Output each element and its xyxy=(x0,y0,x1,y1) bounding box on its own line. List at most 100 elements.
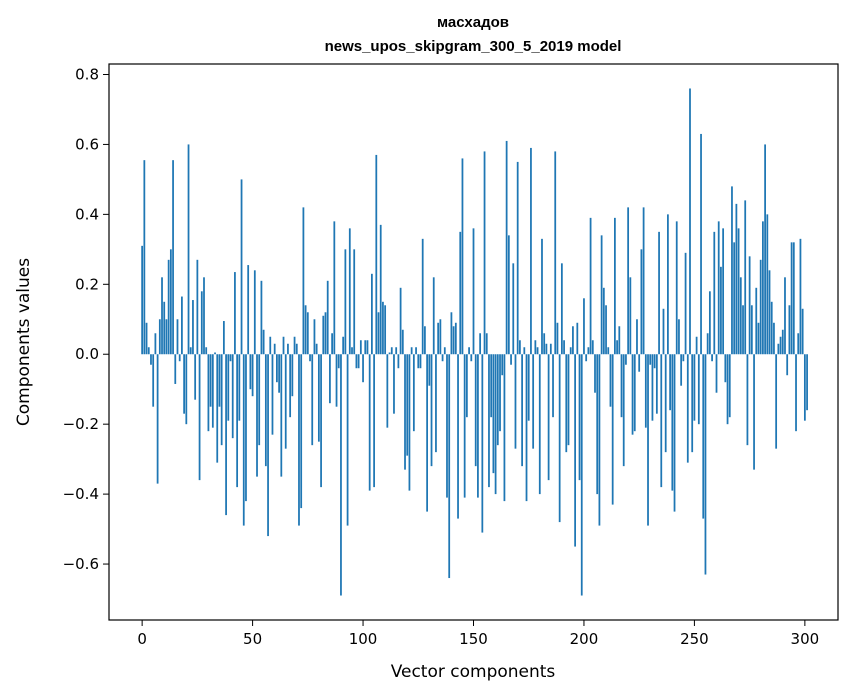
bar-234 xyxy=(658,231,660,355)
bar-10 xyxy=(163,301,166,355)
bar-176 xyxy=(530,147,532,355)
bar-78 xyxy=(313,319,316,355)
bar-102 xyxy=(366,340,369,355)
bar-175 xyxy=(527,354,530,421)
bar-146 xyxy=(463,354,466,498)
bar-138 xyxy=(446,354,448,498)
bar-235 xyxy=(660,354,663,488)
bar-35 xyxy=(218,354,221,407)
bar-26 xyxy=(198,354,201,481)
bar-210 xyxy=(605,305,607,355)
bar-13 xyxy=(169,249,172,355)
bar-148 xyxy=(468,347,470,355)
bar-117 xyxy=(399,287,402,355)
bar-23 xyxy=(192,300,194,355)
bar-136 xyxy=(441,354,444,362)
bar-189 xyxy=(558,354,561,523)
bar-247 xyxy=(686,354,689,463)
bar-180 xyxy=(538,354,541,495)
x-tick-label-5: 250 xyxy=(680,630,709,648)
bar-85 xyxy=(329,354,331,404)
bar-122 xyxy=(410,347,413,355)
bar-99 xyxy=(359,340,362,355)
bar-282 xyxy=(764,144,766,355)
bar-237 xyxy=(664,354,667,453)
bar-203 xyxy=(589,217,592,355)
bar-38 xyxy=(225,354,227,516)
bar-156 xyxy=(485,333,488,355)
bar-246 xyxy=(684,252,687,355)
bar-297 xyxy=(797,333,800,355)
bar-145 xyxy=(461,158,464,355)
bar-276 xyxy=(750,305,753,355)
bar-51 xyxy=(253,270,256,355)
bar-65 xyxy=(284,354,287,449)
bar-220 xyxy=(627,207,630,355)
bar-32 xyxy=(211,354,214,428)
bar-57 xyxy=(267,354,269,537)
x-tick-label-2: 100 xyxy=(349,630,378,648)
bar-280 xyxy=(759,259,762,355)
bar-42 xyxy=(234,272,236,355)
bar-103 xyxy=(368,354,371,491)
bar-167 xyxy=(510,354,512,365)
bar-72 xyxy=(300,354,303,509)
bar-0 xyxy=(141,245,144,355)
bar-54 xyxy=(260,280,263,355)
bar-299 xyxy=(801,308,804,355)
bar-63 xyxy=(280,354,283,477)
bar-61 xyxy=(276,354,278,383)
bar-231 xyxy=(651,354,654,421)
bar-17 xyxy=(178,354,181,362)
chart-title: масхадов xyxy=(437,14,509,31)
bar-204 xyxy=(591,340,594,355)
bar-83 xyxy=(324,312,327,355)
bar-59 xyxy=(271,354,274,435)
bar-233 xyxy=(655,354,658,414)
bar-154 xyxy=(481,354,484,533)
y-axis-ticks: −0.6 −0.4 −0.2 0.0 0.2 0.4 0.6 0.8 xyxy=(63,65,109,573)
bar-143 xyxy=(457,354,459,519)
bar-55 xyxy=(262,329,265,355)
bar-283 xyxy=(766,214,769,355)
bar-217 xyxy=(620,354,623,418)
bar-262 xyxy=(720,266,722,355)
bar-182 xyxy=(543,333,546,355)
bar-134 xyxy=(437,322,440,355)
bar-209 xyxy=(602,287,605,355)
bar-190 xyxy=(560,263,563,355)
bar-112 xyxy=(388,352,391,355)
bar-76 xyxy=(309,354,311,362)
bar-179 xyxy=(536,347,539,355)
bar-244 xyxy=(680,354,683,386)
bar-12 xyxy=(167,259,170,355)
bar-274 xyxy=(746,354,749,446)
bar-149 xyxy=(470,354,473,362)
bar-164 xyxy=(503,354,506,502)
bar-294 xyxy=(790,242,793,355)
bar-277 xyxy=(753,354,755,470)
bar-86 xyxy=(331,333,333,355)
bar-110 xyxy=(384,305,387,355)
bar-22 xyxy=(189,347,192,355)
bar-162 xyxy=(499,354,501,432)
bar-121 xyxy=(408,354,411,491)
bar-139 xyxy=(448,354,451,579)
plot-frame xyxy=(108,63,839,621)
bar-232 xyxy=(653,354,656,369)
bar-124 xyxy=(415,347,417,355)
bar-261 xyxy=(717,221,720,355)
bar-290 xyxy=(781,329,784,355)
bar-159 xyxy=(492,354,495,474)
bar-94 xyxy=(348,228,351,355)
bar-135 xyxy=(439,319,442,355)
bar-271 xyxy=(739,277,742,355)
bar-208 xyxy=(600,235,603,355)
bar-15 xyxy=(174,354,177,384)
bar-270 xyxy=(737,228,740,355)
bar-293 xyxy=(788,305,791,355)
bar-73 xyxy=(302,207,305,355)
bar-296 xyxy=(795,354,797,432)
bar-160 xyxy=(494,354,497,495)
bar-205 xyxy=(594,354,596,393)
